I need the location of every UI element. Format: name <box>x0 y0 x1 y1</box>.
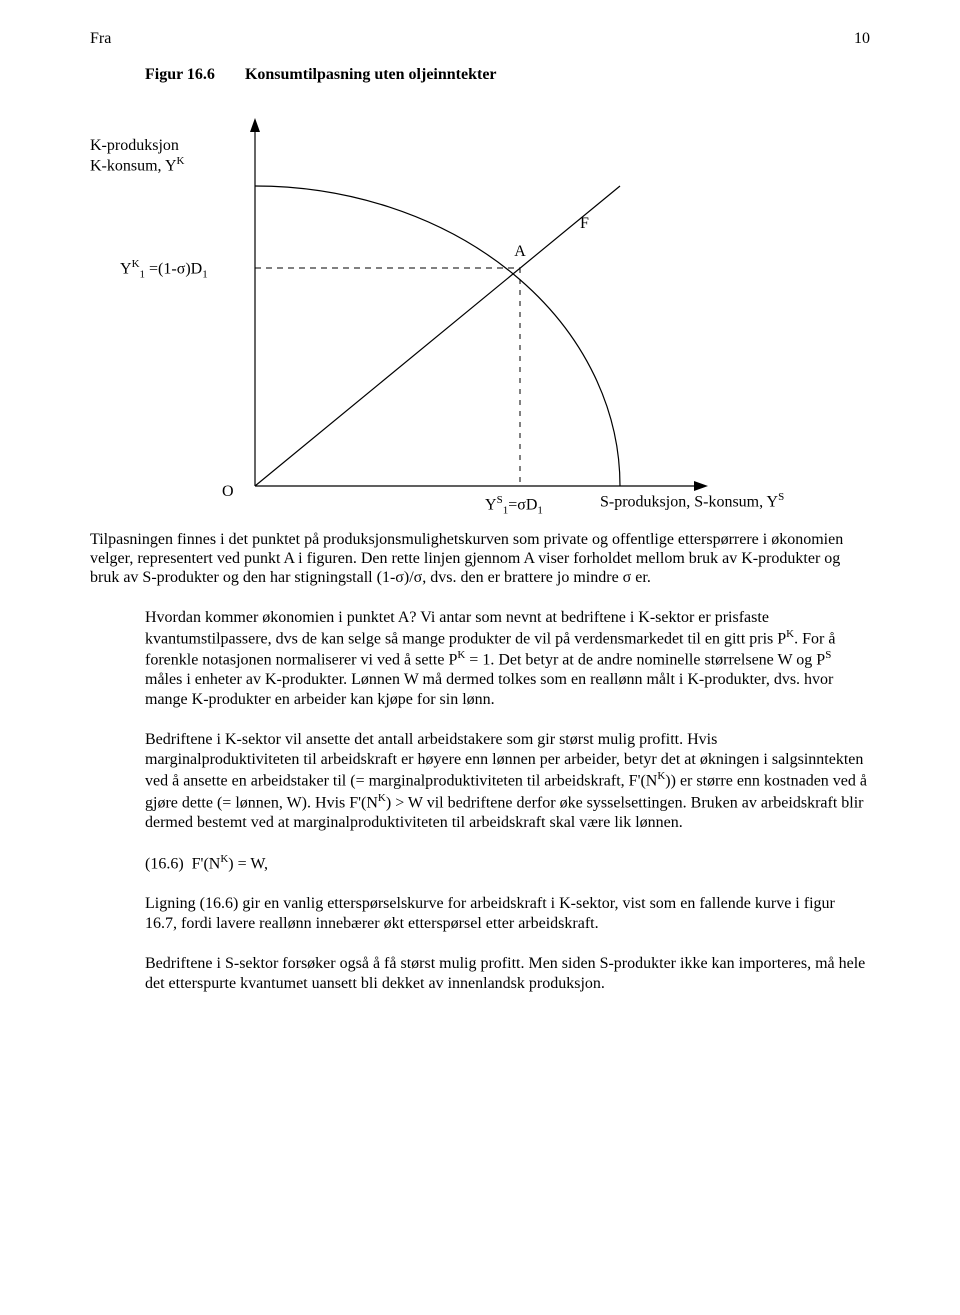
header-page-number: 10 <box>854 30 870 48</box>
paragraph-3: Ligning (16.6) gir en vanlig etterspørse… <box>145 894 870 934</box>
figure-title-text: Konsumtilpasning uten oljeinntekter <box>245 66 497 83</box>
point-a-label: A <box>514 243 526 260</box>
page-header: Fra 10 <box>90 30 870 48</box>
y-axis-arrow-icon <box>250 118 260 132</box>
equation-16-6: (16.6) F'(NK) = W, <box>145 853 870 874</box>
paragraph-1: Hvordan kommer økonomien i punktet A? Vi… <box>145 608 870 711</box>
y-axis-label: K-produksjonK-konsum, YK <box>90 136 184 176</box>
figure-diagram: K-produksjonK-konsum, YK A F O YK1 =(1-σ… <box>90 96 870 526</box>
header-left: Fra <box>90 30 111 48</box>
figure-svg: A F O <box>90 96 870 526</box>
ray-line <box>255 186 620 486</box>
figure-title: Figur 16.6 Konsumtilpasning uten oljeinnt… <box>145 66 870 84</box>
paragraph-4: Bedriftene i S-sektor forsøker også å få… <box>145 954 870 994</box>
label-f: F <box>580 215 589 232</box>
figure-number: Figur 16.6 <box>145 66 215 83</box>
x-axis-label: S-produksjon, S-konsum, YS <box>600 491 784 511</box>
origin-label: O <box>222 483 234 500</box>
y-tick-label: YK1 =(1-σ)D1 <box>120 258 208 281</box>
figure-caption: Tilpasningen finnes i det punktet på pro… <box>90 530 870 588</box>
paragraph-2: Bedriftene i K-sektor vil ansette det an… <box>145 730 870 833</box>
x-tick-label: YS1=σD1 <box>485 494 543 517</box>
x-axis-arrow-icon <box>694 481 708 491</box>
